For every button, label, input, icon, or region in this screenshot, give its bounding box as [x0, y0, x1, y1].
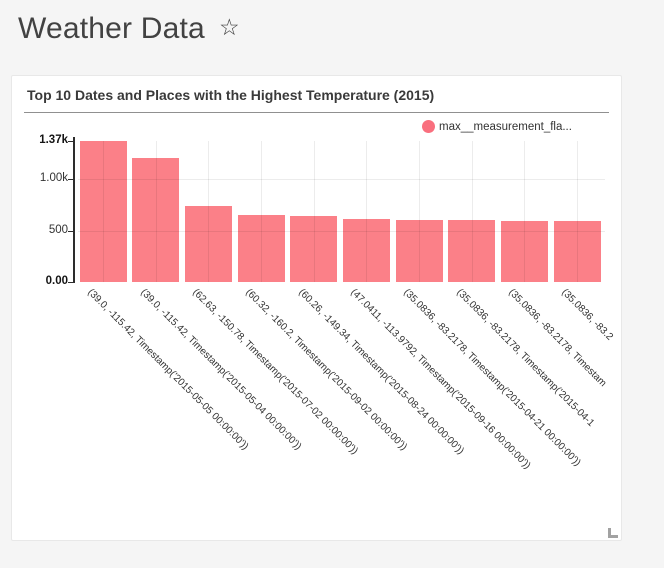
bar-chart: (39.0, -115.42, Timestamp('2015-05-05 00… [12, 76, 621, 540]
y-axis-line [73, 137, 75, 283]
legend-label: max__measurement_fla... [439, 120, 572, 133]
y-tick [68, 230, 73, 232]
bar[interactable] [290, 215, 338, 282]
v-gridline [471, 141, 473, 282]
v-gridline [524, 141, 526, 282]
bar[interactable] [132, 157, 180, 282]
v-gridline [577, 141, 579, 282]
v-gridline [155, 141, 157, 282]
y-tick [68, 179, 73, 181]
x-tick-label: (35.0836, -83.2 [559, 287, 615, 343]
bar[interactable] [79, 141, 127, 282]
y-tick-label: 1.00k [39, 172, 68, 185]
y-tick-label: 1.37k [39, 134, 68, 146]
bar[interactable] [342, 219, 390, 282]
x-tick-label: (35.0836, -83.2178, Timestam [506, 287, 609, 390]
page-title: Weather Data [18, 12, 205, 45]
v-gridline [103, 141, 104, 282]
v-gridline [208, 141, 210, 282]
y-tick [68, 282, 73, 283]
chart-card: Top 10 Dates and Places with the Highest… [11, 75, 622, 541]
bar[interactable] [448, 220, 496, 282]
v-gridline [261, 141, 262, 282]
bar[interactable] [553, 220, 601, 282]
bar[interactable] [395, 220, 443, 282]
h-gridline [78, 230, 605, 232]
h-gridline [78, 179, 605, 181]
bar[interactable] [237, 214, 285, 282]
x-tick-label: (35.0836, -83.2178, Timestamp('2015-04-2… [401, 287, 583, 469]
bar[interactable] [184, 205, 232, 282]
legend-dot-icon [422, 120, 435, 134]
title-divider [24, 112, 609, 113]
chart-title: Top 10 Dates and Places with the Highest… [27, 87, 435, 103]
favorite-star-icon[interactable]: ☆ [218, 14, 240, 40]
v-gridline [419, 141, 421, 282]
legend-item[interactable]: max__measurement_fla... [422, 118, 572, 134]
page-header: Weather Data ☆ [18, 12, 658, 60]
bar[interactable] [500, 220, 548, 282]
x-tick-label: (47.0411, -113.9792, Timestamp('2015-09-… [348, 287, 533, 472]
y-tick-label: 0.00 [45, 275, 68, 287]
y-tick-label: 500 [48, 223, 68, 236]
v-gridline [313, 141, 315, 282]
resize-handle-icon[interactable] [608, 528, 618, 538]
v-gridline [366, 141, 368, 282]
y-tick [68, 141, 73, 142]
